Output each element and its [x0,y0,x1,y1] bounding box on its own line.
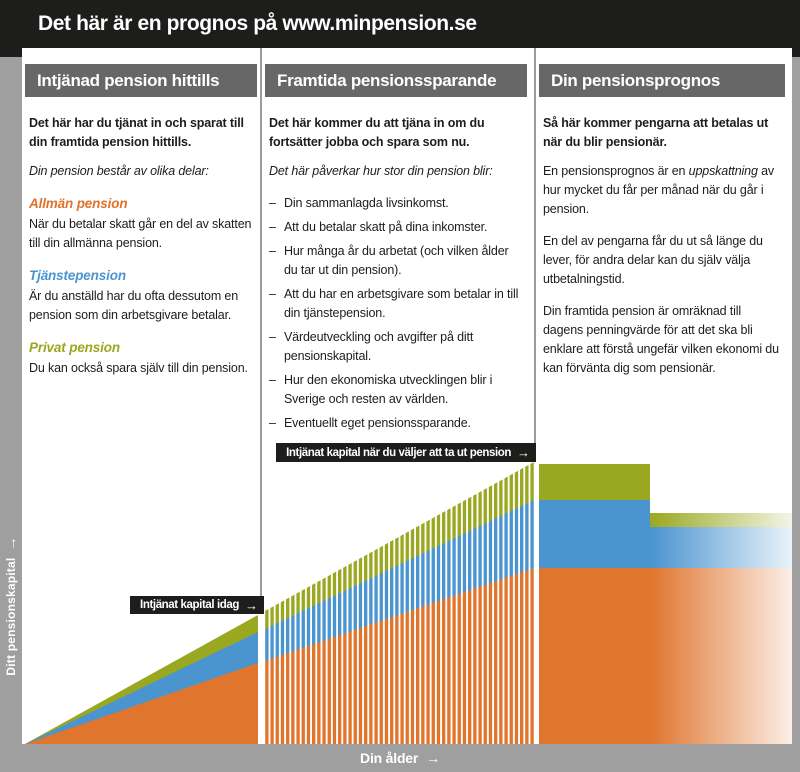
chart-label-text: Intjänat kapital när du väljer att ta ut… [286,446,511,459]
list-item: Hur många år du arbetat (och vilken ålde… [269,242,524,280]
chart-label-today: Intjänat kapital idag → [130,596,264,614]
paragraph-text: av hur mycket du får per månad när du gå… [543,164,774,216]
column-body: Det här kommer du att tjäna in om du for… [265,97,527,433]
chart-segment-future-savings [265,452,534,744]
list-item: Eventuellt eget pensionssparande. [269,414,524,433]
pension-part-privat: Privat pension Du kan också spara själv … [29,338,254,378]
column-intro: Så här kommer pengarna att betalas ut nä… [543,116,769,149]
pension-part-tjanste: Tjänstepension Är du anställd har du oft… [29,266,254,325]
paragraph-text: En pensionsprognos är en [543,164,689,178]
right-margin-strip [792,57,800,744]
chart-segment-payout [539,455,800,744]
column-intjanad-pension: Intjänad pension hittills Det här har du… [25,64,257,391]
title-bar: Det här är en prognos på www.minpension.… [0,0,800,57]
factors-list: Din sammanlagda livsinkomst. Att du beta… [269,194,524,433]
left-margin-strip [0,57,22,744]
paragraph: Din framtida pension är omräknad till da… [543,304,779,375]
list-item: Att du har en arbetsgivare som betalar i… [269,285,524,323]
x-axis-label: Din ålder → [360,750,440,766]
right-arrow-icon: → [426,750,440,766]
chart-segment-earned-so-far [25,615,258,744]
part-body: Du kan också spara själv till din pensio… [29,361,248,375]
column-header-framtida: Framtida pensionssparande [265,64,527,97]
column-divider-2 [534,48,536,444]
right-arrow-icon: → [245,597,258,613]
list-item: Att du betalar skatt på dina inkomster. [269,218,524,237]
y-axis-text: Ditt pensionskapital [4,557,18,676]
chart-label-text: Intjänat kapital idag [140,599,239,611]
up-arrow-icon: → [3,536,19,551]
x-axis-text: Din ålder [360,750,419,766]
part-body: När du betalar skatt går en del av skatt… [29,217,252,250]
list-item: Hur den ekonomiska utvecklingen blir i S… [269,371,524,409]
pension-part-allman: Allmän pension När du betalar skatt går … [29,194,254,253]
y-axis-label: Ditt pensionskapital → [3,536,19,675]
page-title: Det här är en prognos på www.minpension.… [38,12,477,35]
column-lead: Din pension består av olika delar: [29,164,209,178]
part-title: Tjänstepension [29,268,126,283]
column-header-intjanad: Intjänad pension hittills [25,64,257,97]
paragraph-emphasis: uppskattning [688,164,758,178]
chart-label-retirement: Intjänat kapital när du väljer att ta ut… [276,443,536,462]
paragraph: En del av pengarna får du ut så länge du… [543,234,763,286]
right-arrow-icon: → [517,445,530,460]
paragraph: En pensionsprognos är en uppskattning av… [543,162,782,219]
list-item: Din sammanlagda livsinkomst. [269,194,524,213]
column-body: Så här kommer pengarna att betalas ut nä… [539,97,785,378]
part-title: Allmän pension [29,196,128,211]
fade-overlay [650,455,800,744]
x-axis-bar: Din ålder → [0,744,800,772]
column-pensionsprognos: Din pensionsprognos Så här kommer pengar… [539,64,785,391]
list-item: Värdeutveckling och avgifter på ditt pen… [269,328,524,366]
column-divider-1 [260,48,262,598]
column-lead: Det här påverkar hur stor din pension bl… [269,164,493,178]
part-body: Är du anställd har du ofta dessutom en p… [29,289,239,322]
part-title: Privat pension [29,340,120,355]
column-intro: Det här kommer du att tjäna in om du for… [269,116,485,149]
column-intro: Det här har du tjänat in och sparat till… [29,116,244,149]
column-body: Det här har du tjänat in och sparat till… [25,97,257,378]
hatch-overlay [265,452,534,744]
column-header-prognos: Din pensionsprognos [539,64,785,97]
column-framtida-sparande: Framtida pensionssparande Det här kommer… [265,64,527,438]
